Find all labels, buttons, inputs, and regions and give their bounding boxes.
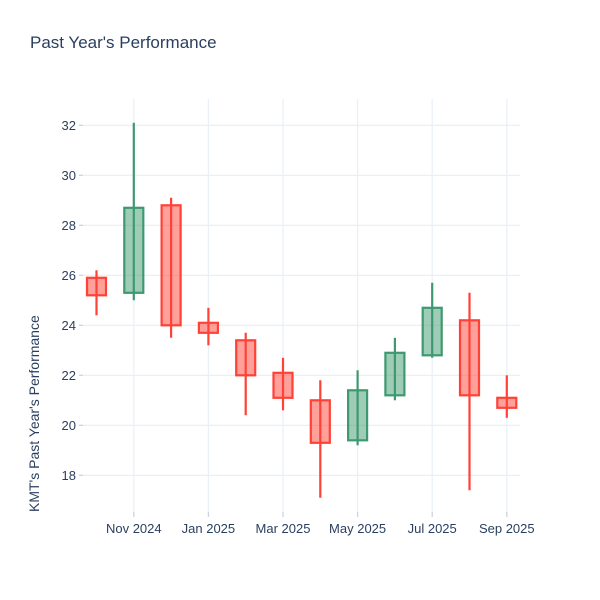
y-tick-label: 30: [62, 168, 76, 183]
x-tick-label: Nov 2024: [106, 521, 162, 536]
candle-body: [160, 204, 182, 327]
candle[interactable]: [123, 122, 145, 301]
candle-body: [272, 371, 294, 399]
candle-body: [123, 206, 145, 294]
candle[interactable]: [197, 307, 219, 346]
y-tick-label: 24: [62, 318, 76, 333]
candle-body: [458, 319, 481, 397]
x-tick-label: Mar 2025: [256, 521, 311, 536]
candle[interactable]: [160, 197, 182, 338]
x-tick-label: Jul 2025: [408, 521, 457, 536]
candle[interactable]: [272, 357, 294, 411]
y-tick-label: 26: [62, 268, 76, 283]
candle-body: [384, 351, 406, 397]
candle[interactable]: [309, 380, 331, 498]
candle[interactable]: [384, 337, 406, 401]
candle[interactable]: [458, 292, 481, 491]
candle-body: [197, 321, 219, 334]
chart-title: Past Year's Performance: [30, 33, 217, 52]
candle-body: [421, 306, 443, 357]
candle[interactable]: [235, 332, 257, 416]
candle-body: [347, 389, 369, 442]
candle-body: [85, 276, 108, 297]
candle-body: [309, 399, 331, 444]
x-tick-label: May 2025: [329, 521, 386, 536]
y-tick-label: 20: [62, 418, 76, 433]
x-tick-label: Sep 2025: [479, 521, 535, 536]
y-tick-label: 32: [62, 118, 76, 133]
y-tick-label: 22: [62, 368, 76, 383]
candle-body: [496, 396, 518, 409]
candle[interactable]: [496, 375, 518, 418]
candle[interactable]: [347, 370, 369, 446]
candle[interactable]: [85, 270, 108, 316]
candle[interactable]: [421, 282, 443, 358]
x-tick-label: Jan 2025: [182, 521, 236, 536]
candle-body: [235, 339, 257, 377]
y-tick-label: 18: [62, 468, 76, 483]
y-tick-label: 28: [62, 218, 76, 233]
